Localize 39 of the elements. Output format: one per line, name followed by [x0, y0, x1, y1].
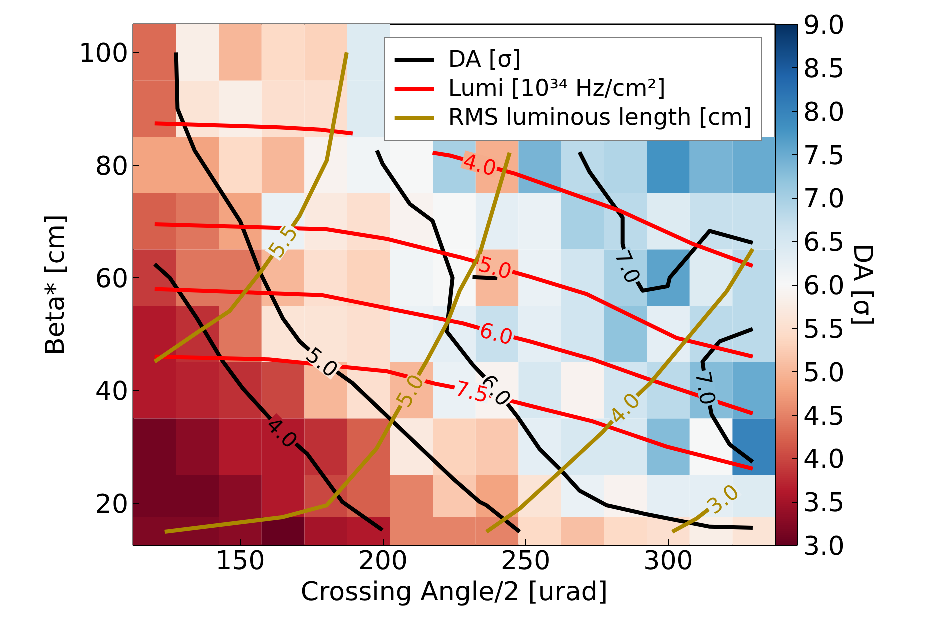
color-bar-title: DA [σ] [848, 244, 878, 326]
y-tick-label: 80 [95, 152, 129, 182]
color-bar-label: 7.0 [804, 184, 845, 215]
color-bar-label: 3.0 [804, 532, 845, 562]
annotation: 5.5 [264, 221, 303, 262]
annotation: 7.0 [610, 247, 646, 288]
color-bar-label: 4.0 [804, 445, 845, 476]
color-bar-label: 7.5 [804, 141, 845, 172]
annotation: 4.0 [604, 388, 646, 430]
annotation: 5.0 [302, 342, 343, 382]
legend-label: RMS luminous length [cm] [448, 105, 752, 131]
y-axis-title: Beta* [cm] [40, 214, 71, 356]
x-tick-label: 250 [501, 546, 551, 576]
y-tick-label: 40 [95, 377, 129, 408]
annotation: 4.0 [460, 149, 500, 182]
annotation: 5.0 [392, 370, 430, 412]
color-bar-label: 8.5 [804, 54, 845, 84]
annotation: 4.0 [262, 412, 302, 454]
y-tick-label: 100 [78, 39, 129, 70]
color-bar-label: 3.5 [804, 488, 845, 519]
color-bar-label: 5.5 [804, 314, 845, 345]
x-tick-label: 150 [216, 546, 266, 576]
color-bar-label: 8.0 [804, 98, 845, 128]
y-tick-label: 60 [95, 264, 129, 294]
color-bar-label: 6.0 [804, 272, 845, 302]
color-bar-label: 4.5 [804, 402, 845, 432]
annotation: 7.0 [690, 370, 720, 408]
color-bar-label: 5.0 [804, 358, 845, 388]
legend-label: Lumi [10³⁴ Hz/cm²] [448, 76, 666, 102]
legend-label: DA [σ] [448, 47, 522, 73]
annotation: 6.0 [477, 318, 516, 350]
y-tick-label: 20 [95, 490, 129, 520]
x-axis-title: Crossing Angle/2 [urad] [300, 578, 608, 608]
annotation: 3.0 [702, 480, 744, 520]
x-tick-label: 300 [644, 546, 694, 576]
x-tick-label: 200 [358, 546, 408, 576]
color-bar-label: 9.0 [804, 11, 845, 41]
annotation: 5.0 [476, 252, 515, 284]
color-bar-label: 6.5 [804, 228, 845, 258]
